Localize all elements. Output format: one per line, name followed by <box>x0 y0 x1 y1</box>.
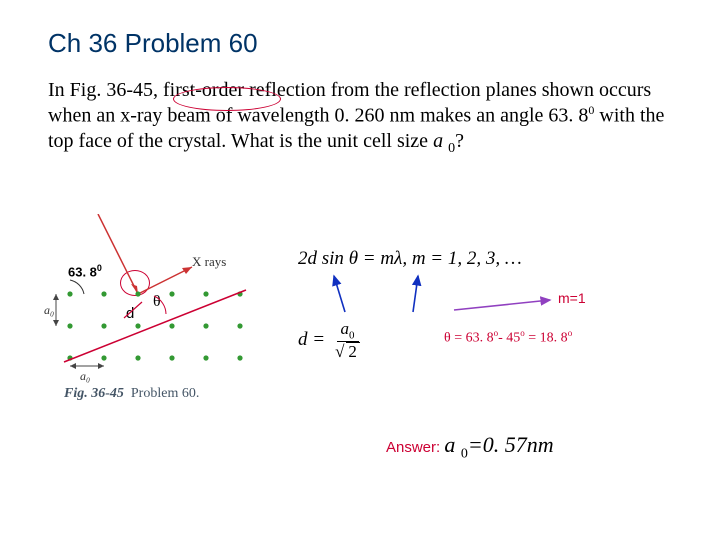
bragg-equation: 2d sin θ = mλ, m = 1, 2, 3, … <box>298 248 522 270</box>
eq2-denominator: √2 <box>331 342 364 360</box>
svg-text:a₀: a₀ <box>80 369 90 383</box>
eq2-lhs: d = <box>298 329 325 351</box>
answer-line: Answer: a 0=0. 57nm <box>386 432 554 462</box>
eq2-fraction: a0 √2 <box>331 320 364 360</box>
m-equals-1-label: m=1 <box>558 290 586 306</box>
theta-calculation: θ = 63. 8o- 45o = 18. 8o <box>444 328 572 347</box>
crystal-diagram: X rays a₀ a₀ <box>42 214 302 384</box>
svg-text:X rays: X rays <box>192 254 226 269</box>
answer-value: a 0=0. 57nm <box>444 432 553 457</box>
problem-statement: In Fig. 36-45, first-order reflection fr… <box>48 78 668 157</box>
page-title: Ch 36 Problem 60 <box>48 28 258 59</box>
figure-caption: Fig. 36-45 Problem 60. <box>64 386 199 402</box>
answer-label: Answer: <box>386 439 440 456</box>
eq2-numerator: a0 <box>337 320 359 342</box>
d-equation: d = a0 √2 <box>298 320 364 360</box>
svg-text:a₀: a₀ <box>44 303 54 317</box>
annotation-ellipse <box>173 87 281 111</box>
